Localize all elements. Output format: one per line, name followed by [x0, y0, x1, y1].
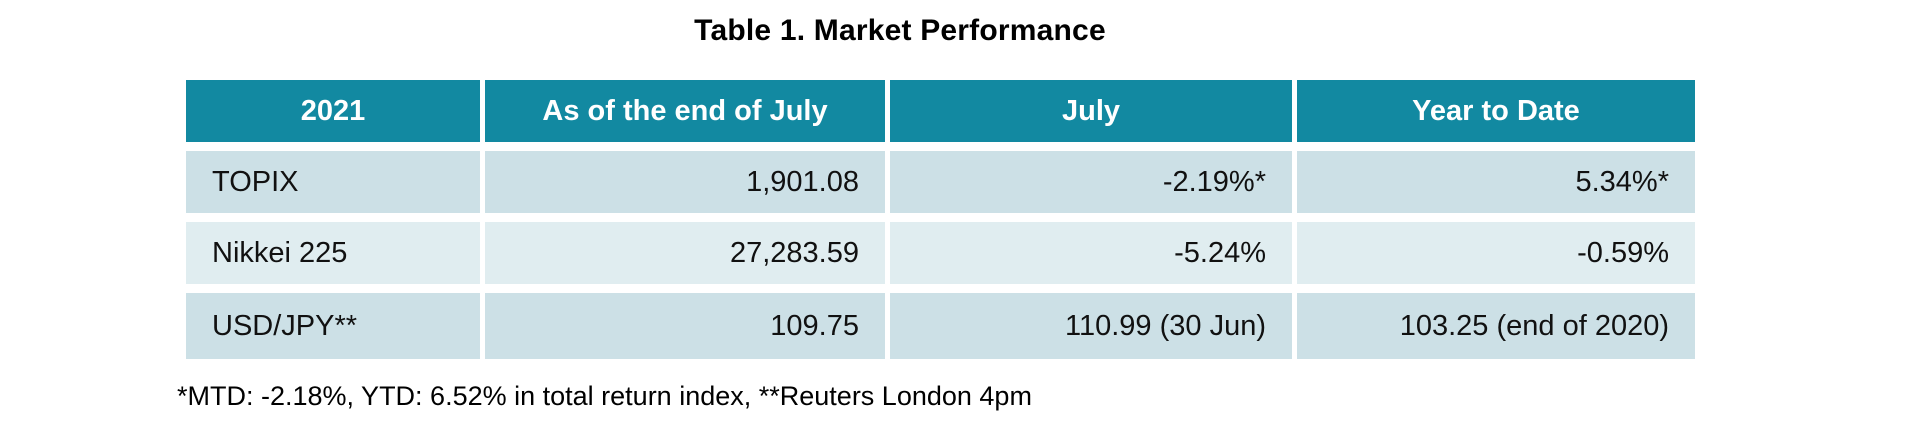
market-performance-table: 2021 As of the end of July July Year to …	[181, 71, 1700, 368]
topix-july-value: -2.19%*	[890, 151, 1292, 213]
topix-end-of-july-value: 1,901.08	[485, 151, 885, 213]
header-cell-year: 2021	[186, 80, 480, 142]
table-header-row: 2021 As of the end of July July Year to …	[186, 80, 1695, 142]
header-cell-end-of-july: As of the end of July	[485, 80, 885, 142]
usdjpy-july-value: 110.99 (30 Jun)	[890, 293, 1292, 359]
table-row-usdjpy: USD/JPY** 109.75 110.99 (30 Jun) 103.25 …	[186, 293, 1695, 359]
table-row-topix: TOPIX 1,901.08 -2.19%* 5.34%*	[186, 151, 1695, 213]
row-label-topix: TOPIX	[186, 151, 480, 213]
nikkei-ytd-value: -0.59%	[1297, 222, 1695, 284]
row-label-nikkei: Nikkei 225	[186, 222, 480, 284]
table-footnote: *MTD: -2.18%, YTD: 6.52% in total return…	[177, 381, 1032, 411]
header-cell-year-to-date: Year to Date	[1297, 80, 1695, 142]
nikkei-july-value: -5.24%	[890, 222, 1292, 284]
usdjpy-ytd-value: 103.25 (end of 2020)	[1297, 293, 1695, 359]
table-row-nikkei: Nikkei 225 27,283.59 -5.24% -0.59%	[186, 222, 1695, 284]
topix-ytd-value: 5.34%*	[1297, 151, 1695, 213]
row-label-usdjpy: USD/JPY**	[186, 293, 480, 359]
header-cell-july: July	[890, 80, 1292, 142]
table-title: Table 1. Market Performance	[694, 14, 1106, 47]
nikkei-end-of-july-value: 27,283.59	[485, 222, 885, 284]
usdjpy-end-of-july-value: 109.75	[485, 293, 885, 359]
